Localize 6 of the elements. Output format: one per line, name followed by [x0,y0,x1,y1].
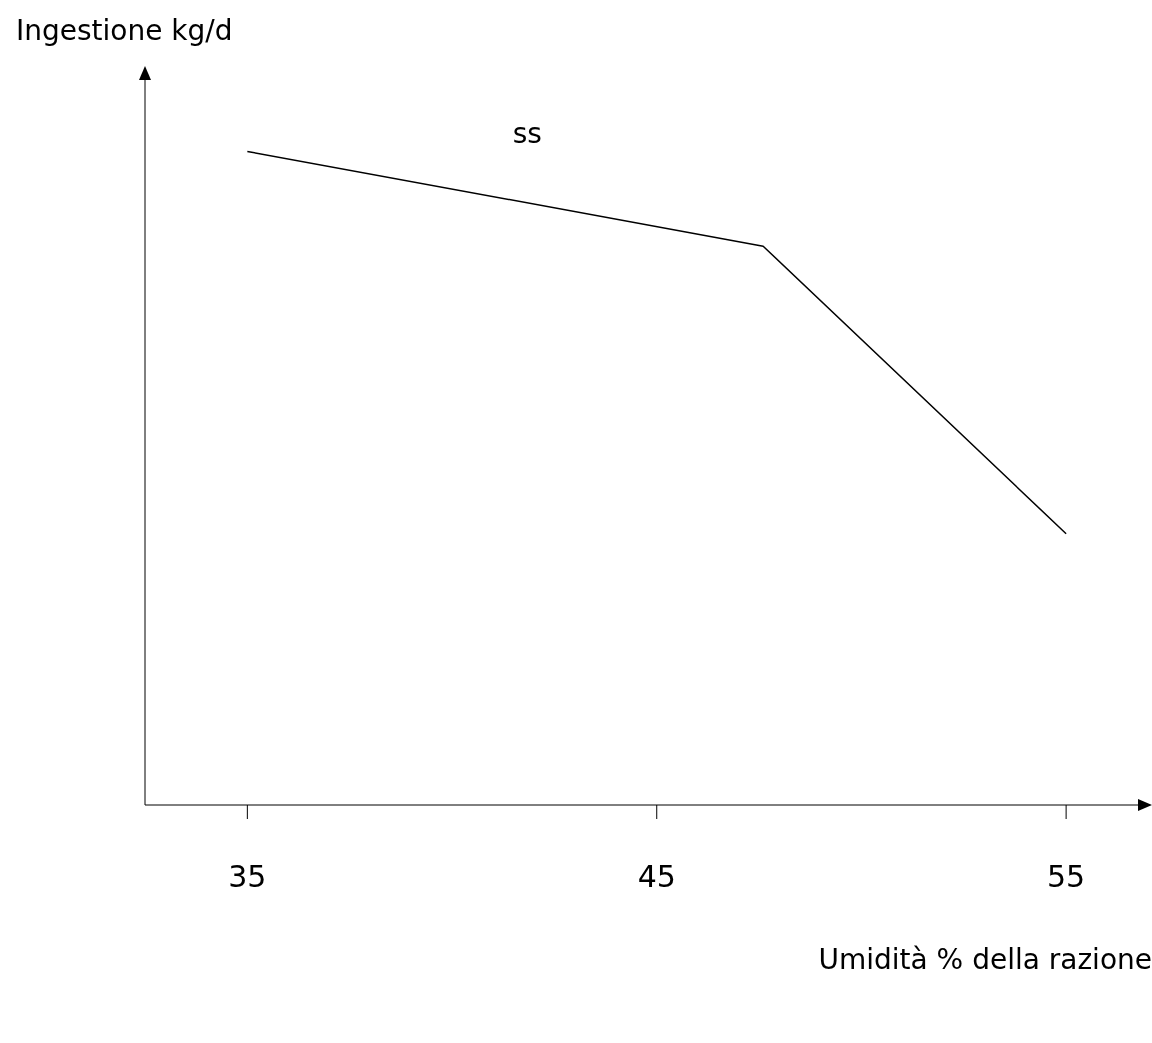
x-axis-title: Umidità % della razione [818,943,1152,976]
x-tick-label: 55 [1047,859,1086,895]
series-label: ss [512,117,542,151]
x-tick-label: 35 [228,859,267,895]
x-tick-label: 45 [637,859,676,895]
y-axis-title: Ingestione kg/d [16,14,233,47]
